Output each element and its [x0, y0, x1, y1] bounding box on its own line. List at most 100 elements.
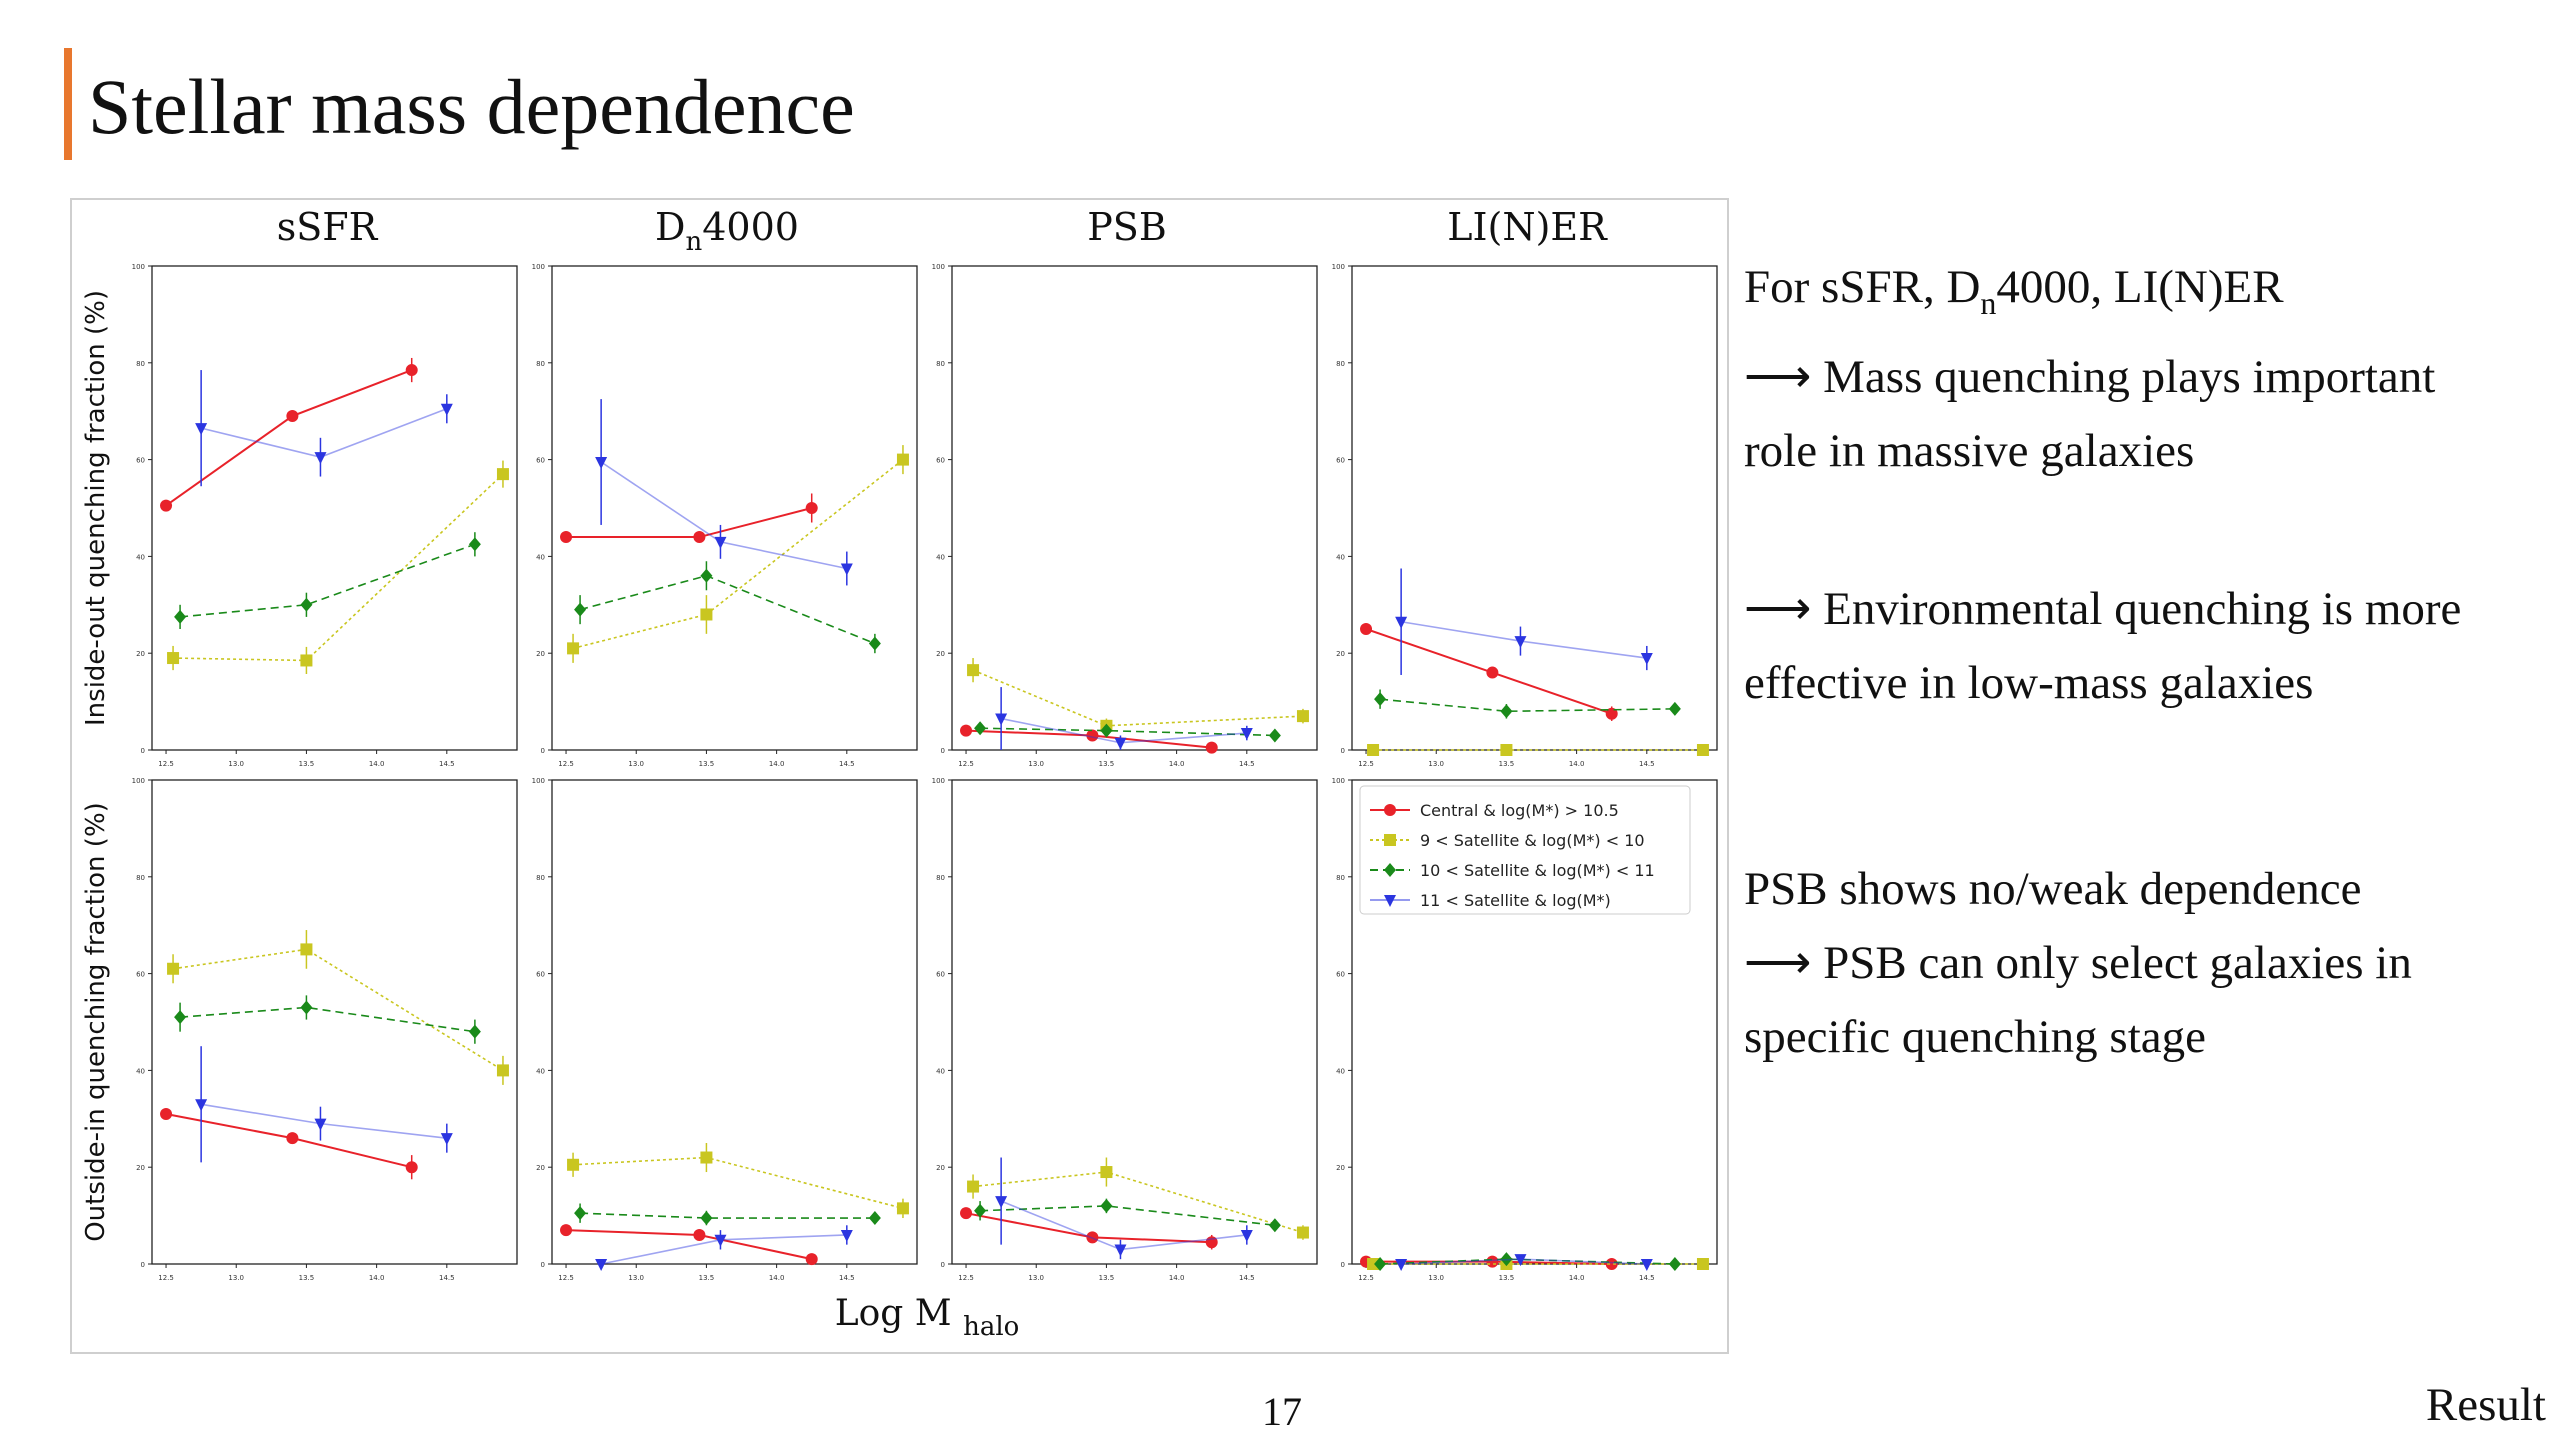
data-point-sat11-r1c4-0: [1395, 616, 1408, 629]
data-point-sat9-10-r2c1-1: [300, 943, 313, 956]
panel-frame-r2c3: [951, 779, 1318, 1265]
xtick-label-r1c3-3: 14.0: [1169, 760, 1185, 768]
bullet-6: PSB shows no/weak dependence: [1744, 863, 2362, 915]
legend-label-1: Central & log(M*) > 10.5: [1420, 801, 1619, 820]
ytick-label-r2c2-3: 60: [536, 971, 545, 979]
data-point-sat10-11-r1c3-1: [1100, 723, 1113, 738]
ytick-label-r1c1-4: 80: [136, 360, 145, 368]
xtick-label-r2c1-3: 14.0: [369, 1274, 385, 1282]
ytick-label-r2c4-5: 100: [1332, 777, 1345, 785]
series-line-sat10-11-r1c1: [180, 543, 476, 618]
series-line-sat10-11-r2c4: [1380, 1258, 1675, 1265]
ytick-label-r2c3-2: 40: [936, 1067, 945, 1075]
data-point-sat9-10-r1c4-1: [1500, 744, 1513, 756]
data-point-central-r1c1-0: [160, 499, 173, 512]
ytick-label-r2c1-5: 100: [132, 777, 145, 785]
ytick-label-r2c2-5: 100: [532, 777, 545, 785]
ytick-label-r1c4-0: 0: [1341, 747, 1345, 755]
ytick-label-r1c3-4: 80: [936, 360, 945, 368]
data-point-sat10-11-r1c3-2: [1268, 728, 1281, 743]
ytick-label-r1c1-5: 100: [132, 263, 145, 271]
xtick-label-r2c3-1: 13.0: [1028, 1274, 1044, 1282]
data-point-sat11-r1c2-1: [714, 536, 727, 549]
series-line-sat11-r1c2: [600, 461, 847, 570]
data-point-sat10-11-r1c4-2: [1668, 701, 1681, 716]
data-point-sat9-10-r2c2-2: [896, 1202, 909, 1215]
data-point-sat10-11-r1c1-0: [174, 609, 187, 624]
data-point-sat11-r1c3-0: [995, 713, 1008, 726]
xtick-label-r1c3-1: 13.0: [1028, 760, 1044, 768]
data-point-sat11-r1c1-1: [314, 452, 327, 465]
data-point-central-r1c3-2: [1205, 741, 1218, 754]
xtick-label-r1c3-0: 12.5: [958, 760, 974, 768]
row-ylabel-2: Outside-in quenching fraction (%): [81, 802, 111, 1242]
data-point-sat9-10-r2c1-0: [167, 962, 180, 975]
data-point-central-r2c2-2: [805, 1253, 818, 1266]
data-point-central-r2c3-2: [1205, 1236, 1218, 1249]
data-point-sat11-r1c4-2: [1640, 653, 1653, 666]
data-point-sat10-11-r1c2-0: [574, 602, 587, 617]
ytick-label-r2c2-4: 80: [536, 874, 545, 882]
bullet-1: For sSFR, Dn4000, LI(N)ER: [1744, 261, 2284, 321]
data-point-sat9-10-r1c3-2: [1296, 710, 1309, 723]
bullet-5: effective in low-mass galaxies: [1744, 657, 2314, 709]
ytick-label-r1c4-1: 20: [1336, 650, 1345, 658]
data-point-sat11-r1c2-2: [840, 563, 853, 576]
ytick-label-r1c4-5: 100: [1332, 263, 1345, 271]
ytick-label-r1c1-2: 40: [136, 553, 145, 561]
series-line-sat10-11-r1c4: [1380, 698, 1675, 713]
ytick-label-r2c1-0: 0: [141, 1261, 145, 1269]
bullet-3: role in massive galaxies: [1744, 425, 2195, 477]
data-point-sat10-11-r1c4-1: [1500, 704, 1513, 719]
data-point-sat11-r1c1-0: [195, 423, 208, 436]
data-point-sat10-11-r2c3-1: [1100, 1198, 1113, 1213]
xtick-label-r1c1-2: 13.5: [299, 760, 315, 768]
data-point-central-r1c4-2: [1605, 707, 1618, 720]
ytick-label-r2c3-1: 20: [936, 1164, 945, 1172]
legend-marker-2: [1384, 834, 1396, 846]
xtick-label-r1c2-3: 14.0: [769, 760, 785, 768]
data-point-central-r1c1-1: [286, 410, 299, 423]
data-point-sat10-11-r2c4-2: [1668, 1257, 1681, 1271]
xtick-label-r2c2-3: 14.0: [769, 1274, 785, 1282]
ytick-label-r2c1-2: 40: [136, 1067, 145, 1075]
xtick-label-r2c2-4: 14.5: [839, 1274, 855, 1282]
data-point-central-r1c2-0: [560, 531, 573, 544]
data-point-sat10-11-r2c2-1: [700, 1211, 713, 1226]
data-point-central-r1c2-2: [805, 502, 818, 514]
legend-marker-1: [1384, 804, 1396, 816]
legend-label-3: 10 < Satellite & log(M*) < 11: [1420, 861, 1655, 880]
xtick-label-r2c1-4: 14.5: [439, 1274, 455, 1282]
data-point-sat11-r2c4-0: [1395, 1259, 1408, 1271]
ytick-label-r2c1-1: 20: [136, 1164, 145, 1172]
panel-frame-r1c1: [151, 265, 518, 751]
ytick-label-r1c2-1: 20: [536, 650, 545, 658]
data-point-sat11-r2c3-0: [995, 1196, 1008, 1209]
column-title-2: Dn4000: [655, 205, 799, 257]
xtick-label-r2c3-0: 12.5: [958, 1274, 974, 1282]
data-point-sat10-11-r2c4-1: [1500, 1252, 1513, 1267]
data-point-sat9-10-r1c2-1: [700, 608, 713, 621]
ytick-label-r1c4-4: 80: [1336, 360, 1345, 368]
data-point-central-r2c4-2: [1605, 1258, 1618, 1270]
data-point-central-r2c2-0: [560, 1224, 573, 1237]
data-point-sat11-r2c4-1: [1514, 1254, 1527, 1267]
legend-marker-4: [1384, 895, 1396, 907]
data-point-sat11-r2c2-0: [595, 1259, 608, 1271]
row-ylabel-1: Inside-out quenching fraction (%): [81, 290, 111, 726]
data-point-sat10-11-r2c3-2: [1268, 1218, 1281, 1233]
data-point-sat9-10-r1c1-1: [300, 654, 313, 667]
xtick-label-r1c1-0: 12.5: [158, 760, 174, 768]
xtick-label-r2c1-2: 13.5: [299, 1274, 315, 1282]
ytick-label-r2c3-3: 60: [936, 971, 945, 979]
data-point-sat9-10-r2c3-2: [1296, 1226, 1309, 1239]
ytick-label-r1c2-0: 0: [541, 747, 545, 755]
data-point-sat9-10-r2c1-2: [496, 1064, 509, 1077]
panel-frame-r2c1: [151, 779, 518, 1265]
xtick-label-r2c3-3: 14.0: [1169, 1274, 1185, 1282]
xtick-label-r1c4-0: 12.5: [1358, 760, 1374, 768]
data-point-sat10-11-r1c2-2: [868, 636, 881, 651]
ytick-label-r2c4-3: 60: [1336, 971, 1345, 979]
xtick-label-r1c1-3: 14.0: [369, 760, 385, 768]
data-point-sat10-11-r1c3-0: [974, 721, 987, 736]
